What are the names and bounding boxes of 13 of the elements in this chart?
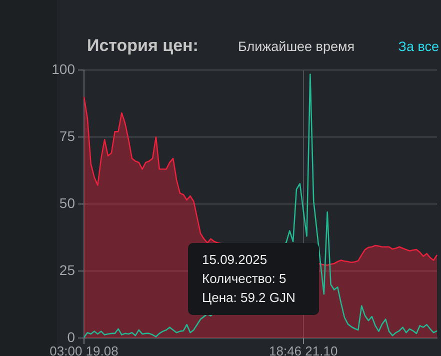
chart-subtitle: Ближайшее время [238,39,355,54]
annotation: 15.09.2025 [202,251,268,269]
y-tick-label: 25 [59,262,76,278]
text: За все [398,39,439,54]
x-tick-label: 03:00 19.08 [50,343,118,356]
chart-title: История цен: [87,36,198,56]
y-tick-label: 0 [67,328,76,345]
annotation: Количество: 5 [202,270,288,288]
y-tick-label: 50 [59,194,76,211]
annotation: Цена: 59.2 GJN [202,289,296,307]
y-tick-label: 100 [52,60,76,77]
y-tick-label: 75 [59,128,76,144]
x-tick-label: 18:46 21.10 [268,343,338,356]
